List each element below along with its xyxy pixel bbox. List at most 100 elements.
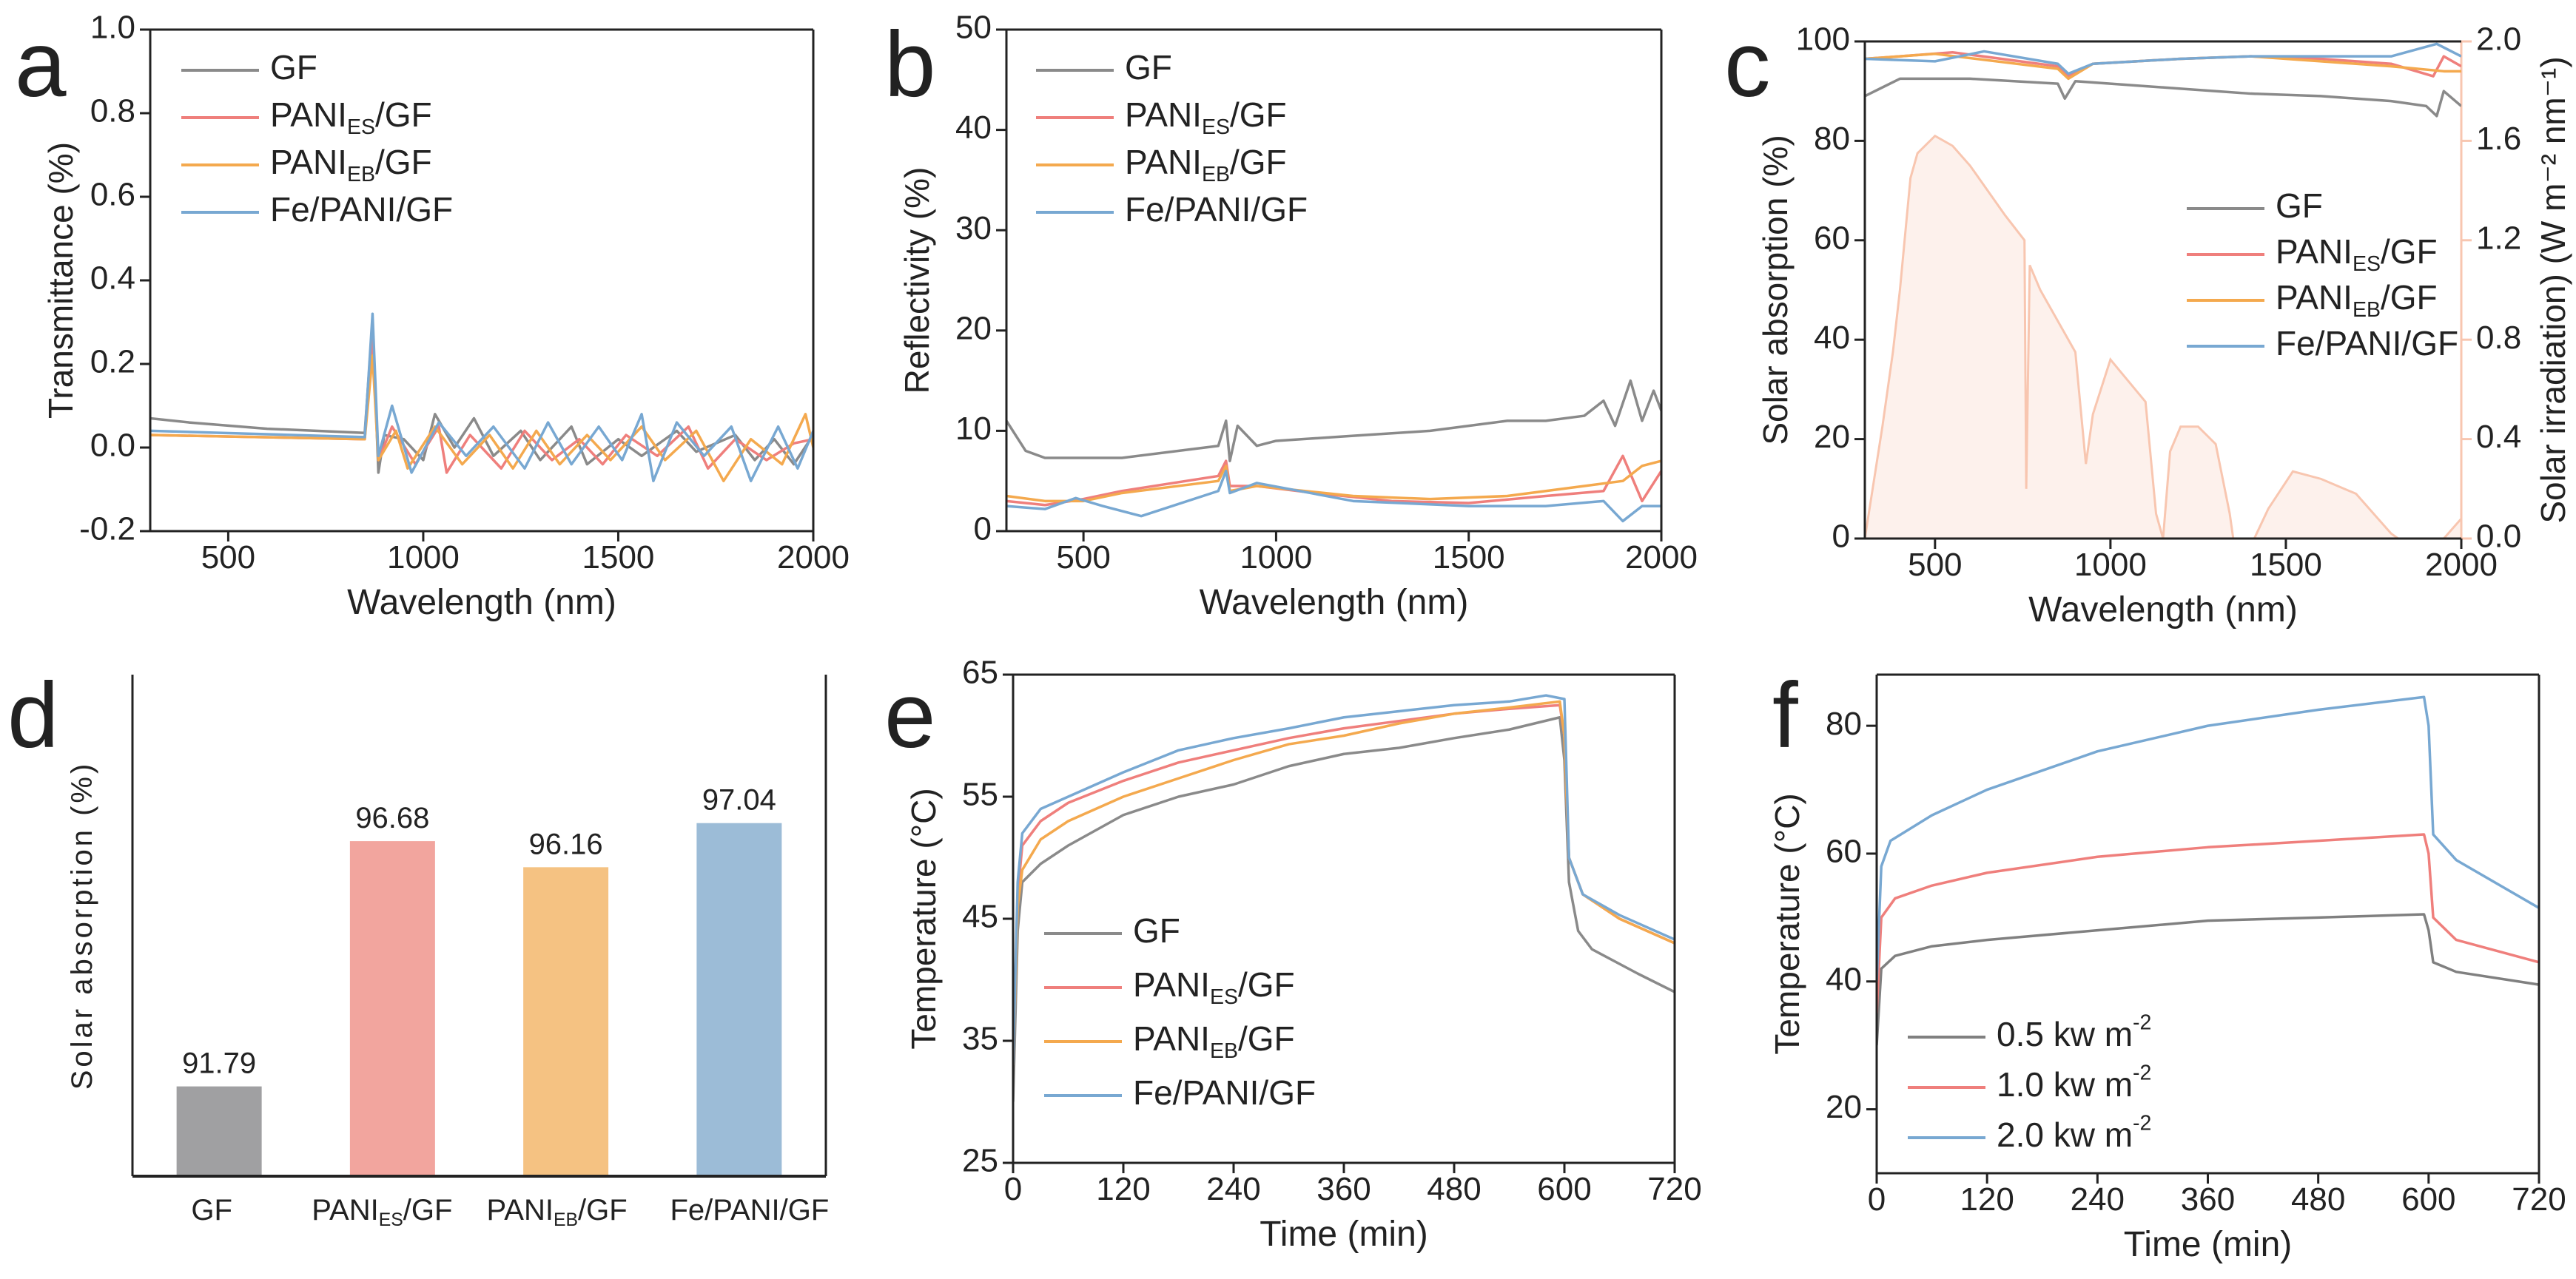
legend-label-main: PANI (1125, 95, 1202, 134)
legend-label-suffix: /GF (1230, 95, 1287, 134)
y-tick-label: 25 (962, 1143, 998, 1179)
legend-label-main: GF (1133, 911, 1180, 950)
x-tick-label: 240 (2071, 1181, 2125, 1218)
panel-b: b 500 1000 1500 2000 0 10 20 30 40 50 Wavelength (n… (884, 10, 1698, 622)
y-tick-label: 0.2 (90, 344, 135, 380)
legend-label-superscript: -2 (2133, 1061, 2151, 1084)
y2-tick-label: 0.8 (2476, 320, 2521, 356)
y2-tick-label: 0.0 (2476, 519, 2521, 555)
legend-label-subscript: EB (347, 162, 375, 186)
x-tick-label-suffix: /GF (403, 1194, 453, 1226)
x-tick-label-main: PANI (312, 1194, 378, 1226)
x-tick-label: 2000 (1625, 539, 1698, 576)
legend: 0.5 kw m-21.0 kw m-22.0 kw m-2 (1908, 1010, 2151, 1154)
y-tick-label: 30 (955, 210, 992, 246)
x-tick-label: 1500 (582, 539, 655, 576)
y-tick-label: 0.8 (90, 93, 135, 129)
x-axis-label: Wavelength (nm) (347, 583, 616, 622)
y-tick-label: 55 (962, 777, 998, 813)
y-tick-label: 45 (962, 899, 998, 935)
panel-c: c 0.0 0.4 0.8 1.2 1.6 2.0 Solar irradiation) (W… (1724, 13, 2572, 630)
series-line-Fe (1013, 694, 1675, 1066)
panel-d: d91.79GF96.68PANIES/GF96.16PANIEB/GF97.0… (7, 664, 829, 1230)
legend-label: PANIEB/GF (1133, 1019, 1295, 1062)
panel-letter: e (884, 664, 936, 767)
series-line-EB (1006, 459, 1661, 503)
y-tick-label: 50 (955, 10, 992, 46)
legend-item-GF: GF (2187, 186, 2323, 225)
y-tick-label: 100 (1796, 21, 1850, 58)
legend-label-main: PANI (2276, 232, 2353, 271)
legend-label-superscript: -2 (2133, 1111, 2151, 1135)
legend-label-superscript: -2 (2133, 1010, 2151, 1034)
panel-a: a 500 1000 1500 2000 -0.2 0.0 0.2 0.4 0.6 0.8 1.0 Wa… (15, 10, 850, 622)
x-tick-label: 500 (1056, 539, 1110, 576)
y-tick-label: 40 (1814, 320, 1850, 356)
legend-label-main: PANI (2276, 278, 2353, 317)
legend-label: 0.5 kw m-2 (1997, 1010, 2151, 1053)
x-tick-label: 720 (1647, 1171, 1701, 1207)
bar-value-label: 96.16 (529, 828, 603, 860)
legend-label-main: 0.5 kw m (1997, 1015, 2133, 1053)
series-line-Fe (1865, 42, 2461, 75)
legend-label-suffix: /GF (1230, 143, 1287, 181)
bar-value-label: 97.04 (702, 784, 776, 817)
series-line-GF (1865, 77, 2461, 118)
legend-label-main: GF (2276, 186, 2323, 225)
x-tick-label: 1000 (2074, 547, 2147, 583)
x-tick-label: 1500 (1433, 539, 1505, 576)
legend-label: GF (270, 48, 317, 87)
legend-label-suffix: /GF (1238, 1019, 1295, 1058)
series-line-P05 (1877, 913, 2539, 1046)
legend-label-subscript: ES (2353, 252, 2381, 275)
legend-label: PANIEB/GF (1125, 143, 1287, 186)
y-tick-label: 0.0 (90, 428, 135, 464)
panel-f: f 0 120 240 360 480 600 720 20 40 60 80 Time (min) Te… (1768, 664, 2566, 1264)
bar (349, 841, 435, 1176)
legend-label-main: Fe/PANI/GF (1125, 190, 1308, 229)
y-tick-label: 10 (955, 411, 992, 447)
x-tick-label-main: PANI (487, 1194, 554, 1226)
legend-label-suffix: /GF (375, 143, 432, 181)
x-axis-label: Time (min) (2124, 1225, 2293, 1264)
legend-label: 2.0 kw m-2 (1997, 1111, 2151, 1154)
legend-item-EB: PANIEB/GF (181, 143, 432, 186)
legend-label-subscript: ES (347, 115, 375, 138)
legend-label: 1.0 kw m-2 (1997, 1061, 2151, 1104)
legend-item-GF: GF (181, 48, 317, 87)
legend-label-main: PANI (1133, 965, 1210, 1004)
y-tick-label: 0.6 (90, 177, 135, 213)
y-tick-label: 1.0 (90, 10, 135, 46)
legend-item-EB: PANIEB/GF (1036, 143, 1287, 186)
x-tick-label: 0 (1004, 1171, 1022, 1207)
x-tick-label: 360 (1316, 1171, 1371, 1207)
legend-label-main: 1.0 kw m (1997, 1065, 2133, 1104)
x-axis-label: Wavelength (nm) (1200, 583, 1469, 622)
legend-label-main: Fe/PANI/GF (270, 190, 453, 229)
panel-letter: a (15, 13, 67, 116)
solar-irradiation-area (1865, 135, 2461, 539)
y2-tick-label: 1.2 (2476, 220, 2521, 256)
x-tick-label: PANIES/GF (312, 1194, 452, 1230)
y-tick-label: 80 (1826, 706, 1862, 742)
legend-label-suffix: /GF (375, 95, 432, 134)
y-tick-label: 20 (1814, 419, 1850, 455)
x-tick-label-subscript: ES (379, 1210, 403, 1230)
panel-letter: b (884, 13, 936, 116)
x-tick-label: 1500 (2250, 547, 2322, 583)
bar (696, 823, 782, 1176)
panel-e: e 0 120 240 360 480 600 720 25 35 45 55 65 Time (min)… (884, 655, 1702, 1254)
x-tick-label: 2000 (2425, 547, 2498, 583)
series-line-ES (150, 333, 813, 474)
x-axis-label: Time (min) (1260, 1215, 1428, 1254)
x-tick-label: 1000 (387, 539, 460, 576)
legend-item-Fe: Fe/PANI/GF (181, 190, 453, 229)
x-tick-label: 360 (2181, 1181, 2235, 1218)
x-tick-label-suffix: /GF (578, 1194, 628, 1226)
bar (523, 867, 609, 1176)
legend-label: PANIEB/GF (270, 143, 432, 186)
